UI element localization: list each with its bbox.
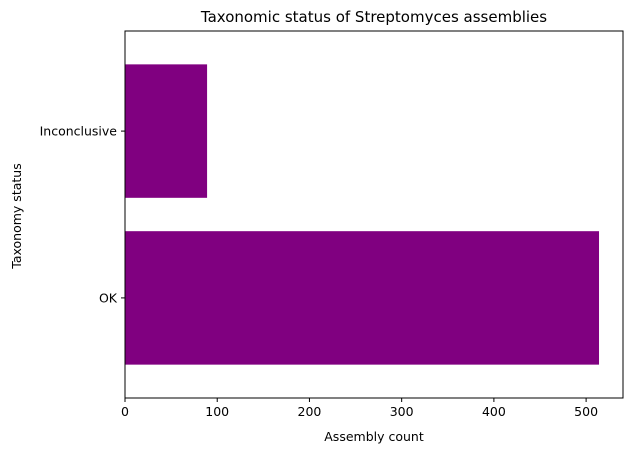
x-tick-label: 500 [574,404,598,419]
y-ticks: OK Inconclusive [40,124,125,305]
x-tick-label: 400 [482,404,506,419]
y-tick-label: Inconclusive [40,124,118,139]
x-axis-label: Assembly count [324,429,424,444]
axes-layer [124,30,624,399]
x-tick-label: 300 [390,404,414,419]
plot-frame [124,30,624,399]
x-tick-label: 100 [205,404,229,419]
x-tick-label: 0 [121,404,129,419]
bar-inconclusive [125,64,208,198]
chart-title: Taxonomic status of Streptomyces assembl… [200,8,547,26]
bars-layer [125,64,600,365]
x-tick-label: 200 [298,404,322,419]
y-tick-label: OK [99,290,118,305]
y-axis-label: Taxonomy status [9,163,24,269]
bar-ok [125,231,600,365]
x-ticks: 0 100 200 300 400 500 [121,398,598,419]
